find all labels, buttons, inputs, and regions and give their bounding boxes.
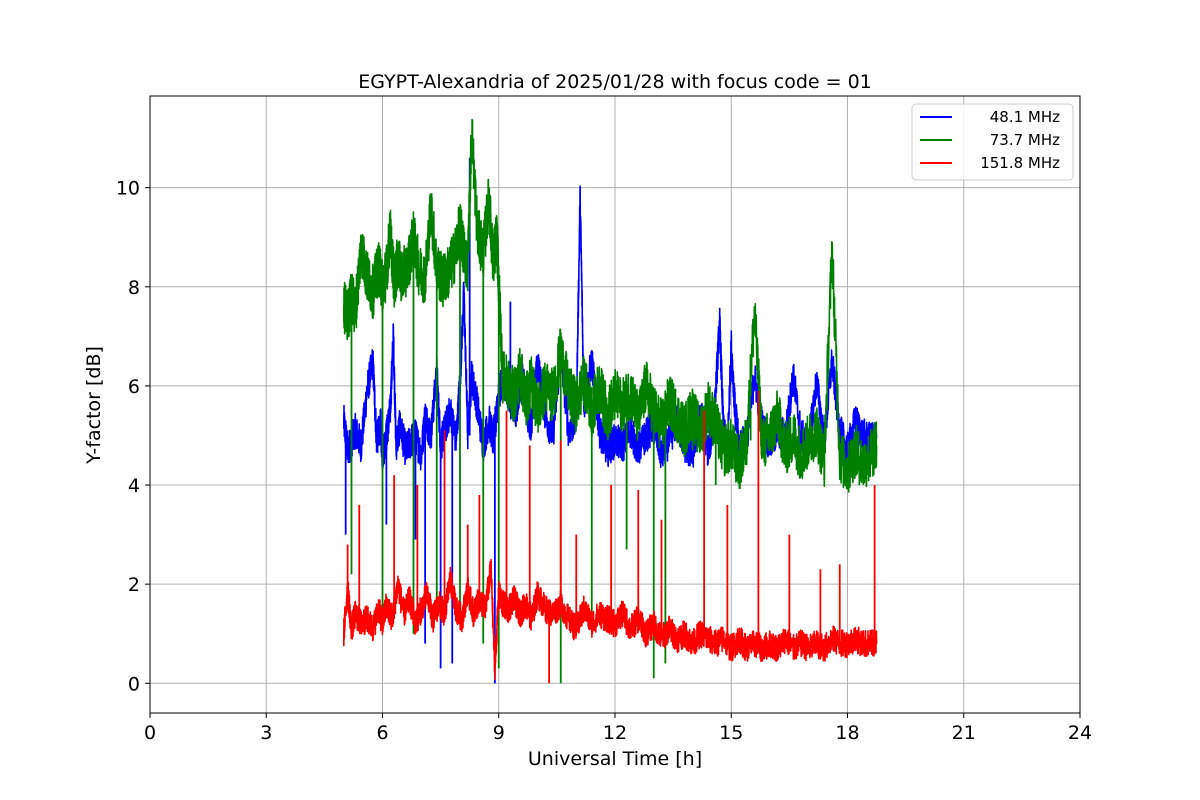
legend-label: 151.8 MHz	[980, 154, 1060, 172]
y-tick-label: 0	[128, 673, 140, 695]
x-tick-label: 21	[952, 722, 976, 744]
series-line-1	[342, 118, 878, 493]
y-tick-label: 2	[128, 574, 140, 596]
y-axis-label: Y-factor [dB]	[83, 346, 105, 465]
series-line-2	[342, 558, 878, 681]
y-tick-label: 8	[128, 277, 140, 299]
legend: 48.1 MHz 73.7 MHz 151.8 MHz	[911, 103, 1074, 181]
legend-label: 73.7 MHz	[990, 131, 1060, 149]
x-tick-label: 9	[493, 722, 505, 744]
x-tick-label: 12	[603, 722, 627, 744]
y-tick-label: 6	[128, 376, 140, 398]
y-tick-label: 10	[116, 178, 140, 200]
x-tick-label: 24	[1068, 722, 1092, 744]
x-tick-label: 6	[376, 722, 388, 744]
x-axis-label: Universal Time [h]	[528, 748, 702, 770]
chart-title: EGYPT-Alexandria of 2025/01/28 with focu…	[358, 71, 872, 93]
x-tick-label: 0	[144, 722, 156, 744]
x-tick-label: 3	[260, 722, 272, 744]
series-lines	[342, 118, 878, 684]
x-tick-label: 18	[835, 722, 859, 744]
y-tick-label: 4	[128, 475, 140, 497]
legend-box	[911, 103, 1074, 181]
legend-label: 48.1 MHz	[990, 108, 1060, 126]
x-tick-label: 15	[719, 722, 743, 744]
